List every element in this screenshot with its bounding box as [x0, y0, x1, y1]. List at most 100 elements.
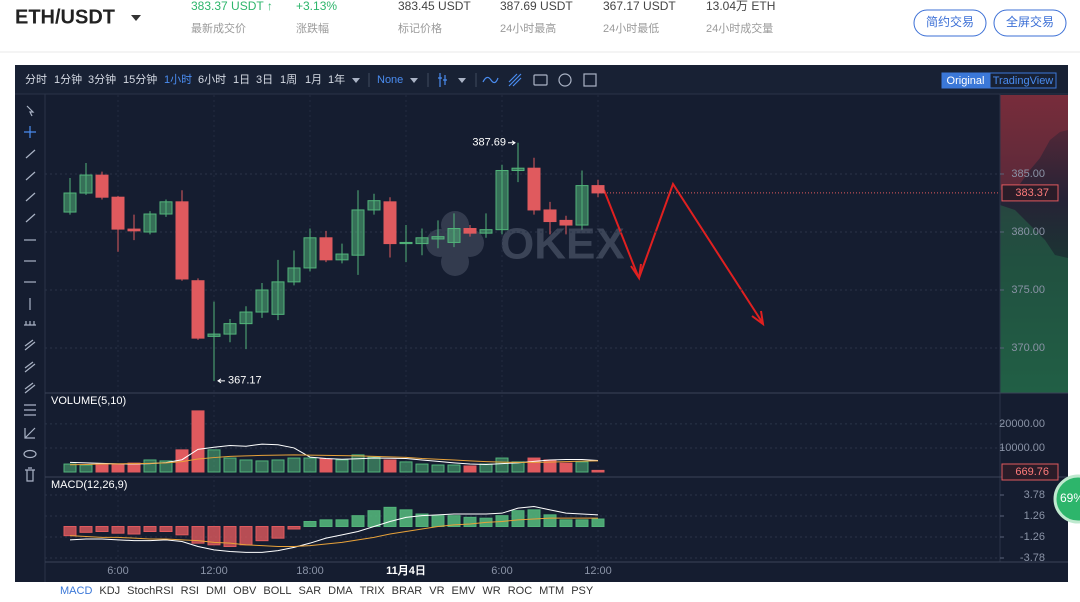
macd-bar — [431, 515, 445, 528]
crosshair-tool[interactable] — [24, 126, 36, 138]
indicator-tab[interactable]: EMV — [452, 585, 477, 597]
fullscreen-icon[interactable] — [583, 73, 597, 87]
stat-value: 387.69 USDT — [500, 0, 573, 13]
fib-tool[interactable] — [24, 404, 36, 416]
indicator-tab[interactable]: VR — [429, 585, 444, 597]
gann-tool[interactable] — [24, 427, 36, 439]
caret[interactable] — [410, 78, 418, 83]
interval-tab[interactable]: 1分钟 — [54, 72, 82, 86]
indicator-tab[interactable]: RSI — [181, 585, 199, 597]
indicator-tab[interactable]: WR — [482, 585, 500, 597]
indicator-tab[interactable]: BRAR — [392, 585, 423, 597]
indicator-icon[interactable] — [438, 73, 447, 87]
ruler-tool[interactable] — [24, 321, 36, 326]
parallel-tool[interactable] — [24, 361, 36, 373]
caret[interactable] — [458, 78, 466, 83]
candle-body — [383, 201, 397, 245]
settings-icon[interactable] — [558, 73, 572, 87]
interval-tab[interactable]: 15分钟 — [123, 72, 157, 86]
view-toggle[interactable] — [989, 72, 1057, 89]
macd-bar — [447, 515, 461, 528]
interval-tab[interactable]: 3分钟 — [88, 72, 116, 86]
line-tool[interactable] — [25, 192, 36, 202]
interval-tab[interactable]: 1年 — [328, 72, 345, 86]
volume-bar — [95, 463, 109, 473]
stat-label: 标记价格 — [398, 21, 442, 35]
candle-body — [463, 228, 477, 234]
candle-body — [511, 167, 525, 172]
draw-icon[interactable] — [508, 73, 522, 87]
visibility-tool[interactable] — [23, 449, 37, 459]
macd-bar — [127, 526, 141, 535]
volume-bar — [287, 457, 301, 473]
indicator-tab[interactable]: StochRSI — [127, 585, 173, 597]
indicator-tab[interactable]: MACD — [60, 585, 92, 597]
header-button[interactable] — [993, 9, 1067, 37]
volume-bar — [575, 461, 589, 473]
interval-tab[interactable]: 1周 — [280, 73, 297, 86]
macd-bar — [383, 506, 397, 528]
caret[interactable] — [352, 78, 360, 83]
interval-tab[interactable]: 1小时 — [164, 73, 192, 86]
line-icon[interactable] — [482, 76, 499, 84]
indicator-tab[interactable]: PSY — [571, 585, 594, 597]
candle-body — [319, 237, 333, 261]
candle-body — [63, 192, 77, 213]
volume-bar — [111, 463, 125, 473]
indicator-tab[interactable]: SAR — [299, 585, 322, 597]
macd-bar — [335, 519, 349, 527]
camera-icon[interactable] — [533, 74, 548, 86]
interval-tab[interactable]: 3日 — [256, 74, 273, 86]
pitchfork-tool[interactable] — [24, 382, 36, 394]
macd-bar — [191, 526, 205, 544]
indicator-tab[interactable]: DMI — [206, 585, 226, 597]
candle-body — [95, 174, 109, 198]
candle-body — [591, 185, 605, 194]
cursor-tool[interactable] — [26, 105, 35, 117]
indicator-tab[interactable]: BOLL — [263, 585, 291, 597]
last-price: 383.37 — [1015, 187, 1049, 199]
x-tick-label: 11月4日 — [386, 564, 426, 577]
trend-tool[interactable] — [25, 149, 36, 159]
ray-tool[interactable] — [25, 171, 36, 181]
stat-value: 383.37 USDT ↑ — [191, 0, 273, 13]
stat-label: 涨跌幅 — [296, 21, 329, 35]
indicator-tab[interactable]: TRIX — [360, 585, 386, 597]
macd-bar — [303, 521, 317, 527]
drawn-arrows — [603, 181, 765, 327]
view-toggle[interactable] — [941, 72, 990, 89]
indicator-tab[interactable]: DMA — [328, 585, 353, 597]
y-tick-label: 380.00 — [1011, 226, 1045, 238]
candle-body — [335, 253, 349, 261]
delete-tool[interactable] — [25, 467, 35, 482]
indicator-tab[interactable]: OBV — [233, 585, 257, 597]
view-toggle-label: Original — [947, 75, 985, 87]
indicator-tab[interactable]: ROC — [508, 585, 533, 597]
volume-bar — [143, 459, 157, 473]
macd-bar — [239, 526, 253, 546]
interval-tab[interactable]: 分时 — [25, 73, 47, 86]
pane-title: MACD(12,26,9) — [51, 479, 127, 491]
candle-body — [543, 209, 557, 223]
extended-tool[interactable] — [25, 213, 36, 223]
badge[interactable] — [1053, 474, 1080, 524]
volume-bar — [79, 464, 93, 473]
y-tick-label: 370.00 — [1011, 342, 1045, 354]
volume-bar — [319, 458, 333, 473]
indicator-tab[interactable]: KDJ — [99, 585, 120, 597]
chart-style[interactable]: None — [377, 74, 403, 86]
interval-tab[interactable]: 6小时 — [198, 73, 226, 86]
indicator-tab[interactable]: MTM — [539, 585, 564, 597]
channel-tool[interactable] — [24, 339, 36, 351]
x-tick-label: 18:00 — [296, 565, 324, 577]
macd-bar — [543, 514, 557, 527]
stat-label: 24小时最高 — [500, 21, 556, 35]
header-button[interactable] — [913, 9, 987, 37]
indicator-line — [69, 517, 598, 547]
pair-caret[interactable] — [131, 15, 141, 21]
interval-tab[interactable]: 1月 — [305, 74, 322, 86]
interval-tab[interactable]: 1日 — [233, 74, 250, 86]
watermark: OKEX — [500, 220, 625, 269]
min-arrow — [217, 378, 225, 384]
